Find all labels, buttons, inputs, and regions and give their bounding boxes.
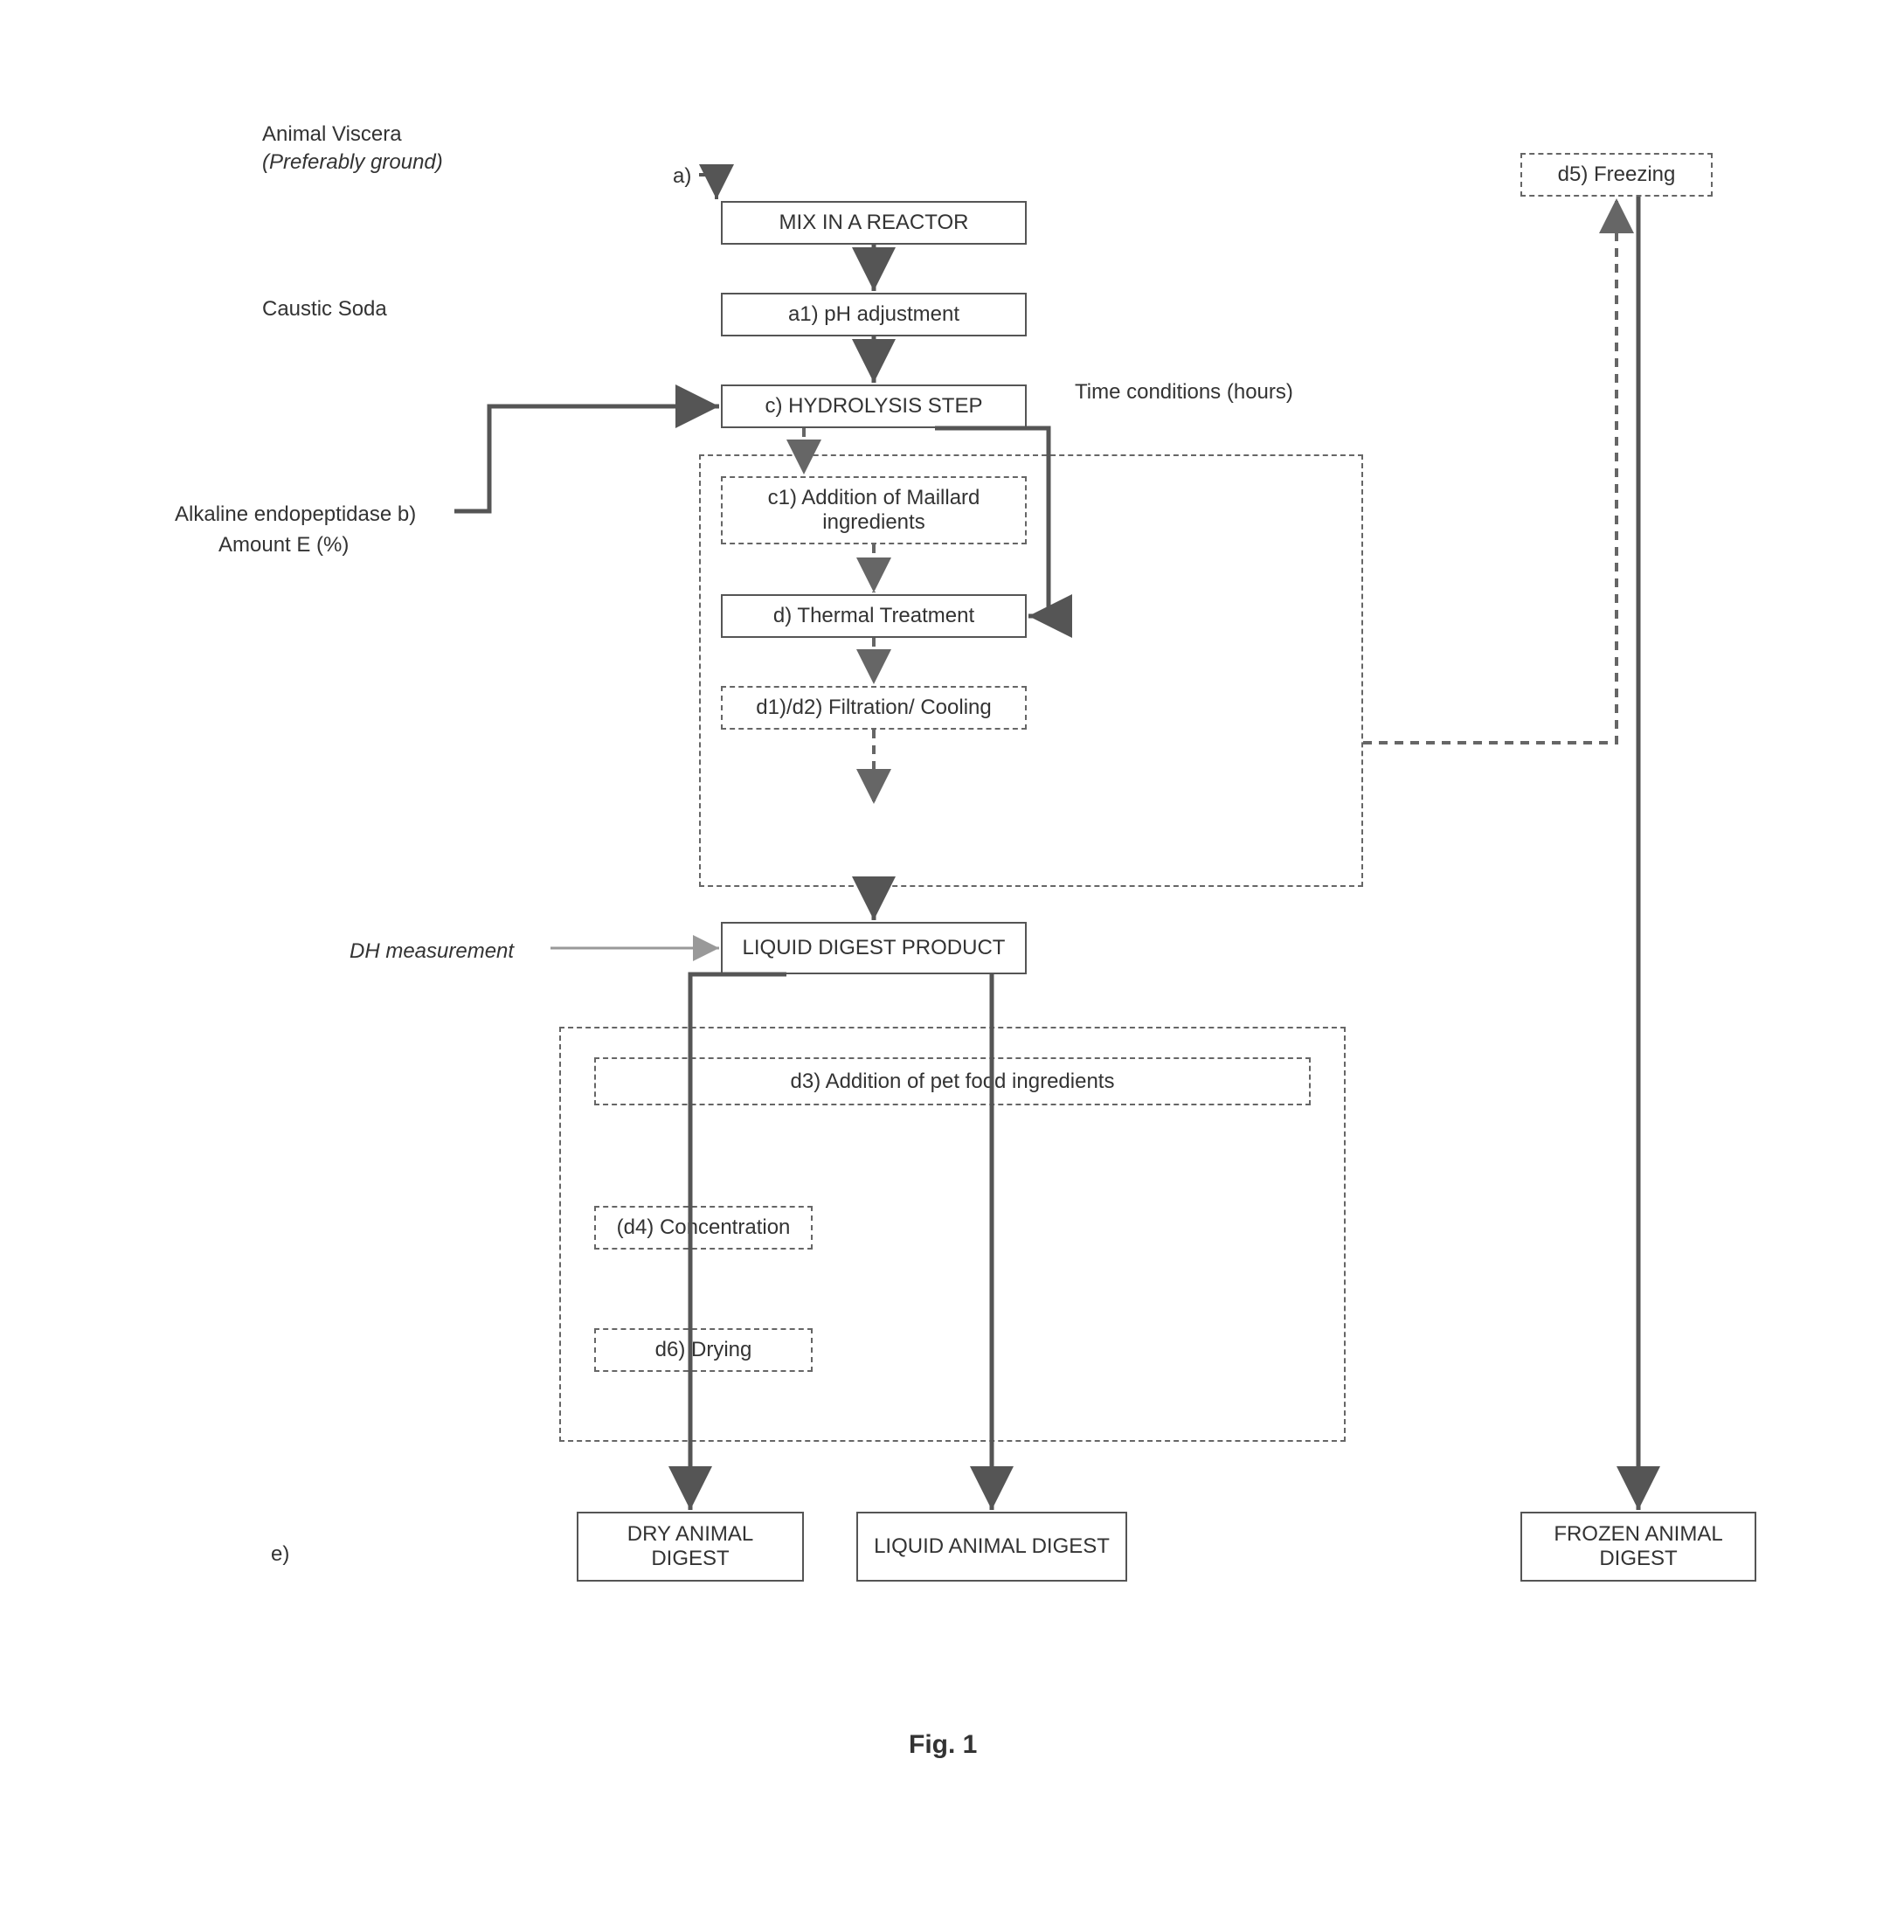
dry-animal-digest-box: DRY ANIMAL DIGEST: [577, 1512, 804, 1582]
thermal-treatment-box: d) Thermal Treatment: [721, 594, 1027, 638]
concentration-box: (d4) Concentration: [594, 1206, 813, 1250]
figure-caption: Fig. 1: [909, 1730, 977, 1760]
filtration-cooling-box: d1)/d2) Filtration/ Cooling: [721, 686, 1027, 730]
e-output-label: e): [271, 1542, 289, 1567]
hydrolysis-box: c) HYDROLYSIS STEP: [721, 384, 1027, 428]
pet-food-ingredients-box: d3) Addition of pet food ingredients: [594, 1057, 1311, 1105]
caustic-label: Caustic Soda: [262, 297, 387, 322]
enzyme-amount-label: Amount E (%): [218, 533, 349, 557]
time-conditions-label: Time conditions (hours): [1075, 380, 1293, 405]
dh-measurement-label: DH measurement: [350, 939, 514, 964]
viscera-sub-label: (Preferably ground): [262, 150, 443, 175]
a-step-label: a): [673, 164, 691, 189]
ph-adjustment-box: a1) pH adjustment: [721, 293, 1027, 336]
enzyme-label: Alkaline endopeptidase b): [175, 502, 416, 527]
diagram-canvas: Animal Viscera (Preferably ground) Caust…: [0, 0, 1904, 1932]
mix-reactor-box: MIX IN A REACTOR: [721, 201, 1027, 245]
liquid-digest-product-box: LIQUID DIGEST PRODUCT: [721, 922, 1027, 974]
maillard-box: c1) Addition of Maillard ingredients: [721, 476, 1027, 544]
liquid-animal-digest-box: LIQUID ANIMAL DIGEST: [856, 1512, 1127, 1582]
freezing-box: d5) Freezing: [1520, 153, 1713, 197]
viscera-label: Animal Viscera: [262, 122, 402, 147]
frozen-animal-digest-box: FROZEN ANIMAL DIGEST: [1520, 1512, 1756, 1582]
drying-box: d6) Drying: [594, 1328, 813, 1372]
